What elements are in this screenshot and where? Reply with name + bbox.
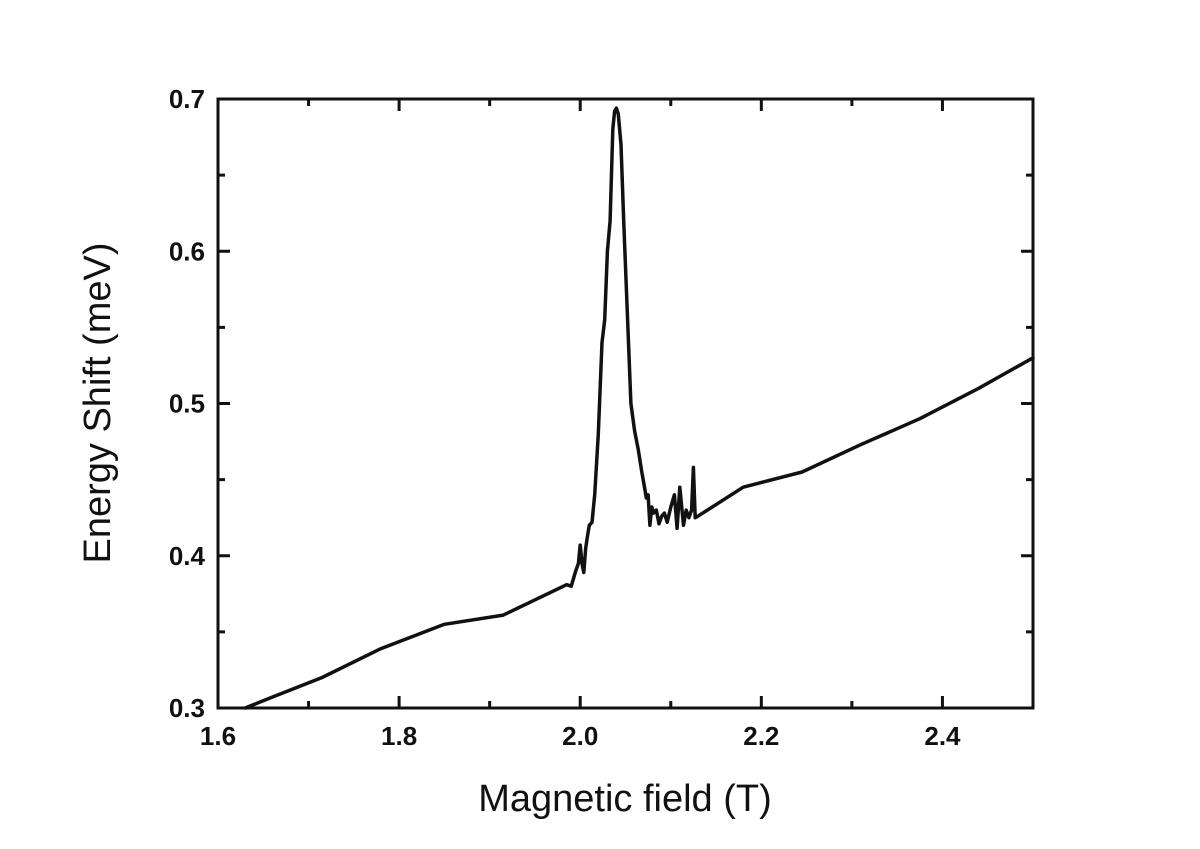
y-axis-label: Energy Shift (meV) <box>77 243 119 564</box>
tick-labels: 1.6 1.8 2.0 2.2 2.4 0.3 0.4 0.5 0.6 0.7 <box>169 84 961 751</box>
x-tick-label: 2.4 <box>924 721 961 751</box>
x-axis-label: Magnetic field (T) <box>478 778 772 820</box>
axis-ticks <box>216 97 1035 710</box>
data-series-line <box>243 106 1035 710</box>
y-tick-label: 0.3 <box>169 693 205 723</box>
y-tick-label: 0.6 <box>169 236 205 266</box>
x-tick-label: 1.6 <box>200 721 236 751</box>
y-tick-label: 0.7 <box>169 84 205 114</box>
plot-frame <box>216 97 1035 710</box>
x-tick-label: 1.8 <box>381 721 417 751</box>
x-tick-label: 2.0 <box>562 721 598 751</box>
y-tick-label: 0.5 <box>169 389 205 419</box>
x-tick-label: 2.2 <box>743 721 779 751</box>
y-tick-label: 0.4 <box>169 541 206 571</box>
